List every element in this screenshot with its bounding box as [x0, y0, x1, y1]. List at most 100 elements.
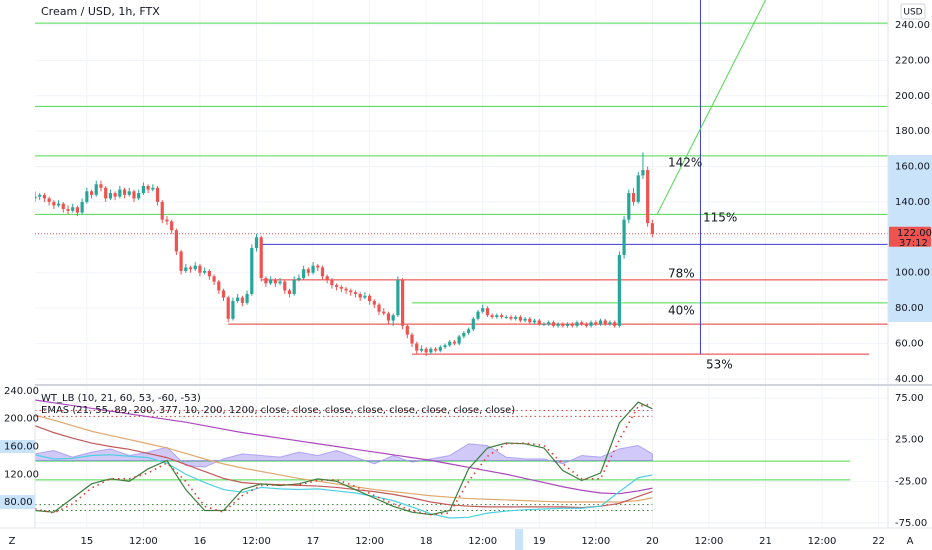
x-tick-label: 17 [307, 536, 320, 547]
main-pane [35, 0, 888, 356]
candle-body [221, 290, 226, 298]
candle-body [589, 322, 593, 326]
annotation: 78% [668, 267, 695, 281]
candle-body [650, 223, 654, 234]
candle-body [382, 311, 386, 314]
y-tick-label: 240.00 [895, 20, 930, 31]
candle-body [476, 311, 480, 319]
candle-body [580, 322, 584, 325]
x-tick-label: 12:00 [242, 536, 271, 547]
candle-body [245, 293, 249, 303]
x-tick-label: 12:00 [129, 536, 158, 547]
indicator-line [34, 425, 653, 509]
candle-body [198, 265, 202, 273]
candle-body [207, 270, 211, 277]
y-tick-label: 200.00 [4, 414, 39, 425]
candle-body [481, 308, 485, 312]
annotation: 40% [668, 304, 695, 318]
currency-box[interactable] [900, 3, 926, 20]
y-tick-label: 120.00 [4, 469, 39, 480]
candle-body [122, 189, 127, 195]
candle-body [174, 230, 178, 252]
candle-body [617, 255, 621, 326]
y2-tick-label: 25.00 [895, 435, 924, 446]
candle-body [283, 281, 287, 291]
x-tick-label: 16 [194, 536, 207, 547]
y2-tick-label: 75.00 [895, 393, 924, 404]
candle-body [306, 269, 310, 273]
candle-body [254, 237, 259, 248]
candle-body [47, 198, 51, 202]
candle-body [400, 279, 405, 326]
candle-body [415, 343, 419, 351]
candle-body [184, 267, 188, 271]
candle-body [551, 322, 555, 326]
candle-body [325, 276, 329, 280]
x-tick-label: 12:00 [695, 536, 724, 547]
candle-body [226, 297, 230, 319]
candle-body [353, 292, 358, 294]
last-price-box [889, 226, 931, 247]
candle-body [75, 207, 80, 213]
candle-body [132, 191, 136, 199]
candle-body [94, 184, 98, 195]
candle-body [452, 341, 457, 344]
y-tick-label: 40.00 [895, 374, 924, 385]
candle-body [61, 203, 65, 210]
candle-body [438, 347, 442, 351]
candle-body [561, 324, 565, 326]
chart-title: Cream / USD, 1h, FTX [41, 5, 160, 18]
annotation: 115% [703, 211, 737, 225]
candle-body [462, 332, 466, 337]
annotation: 53% [706, 358, 733, 372]
candle-body [193, 265, 197, 270]
candle-body [113, 193, 117, 197]
candle-body [556, 324, 560, 326]
candle-body [160, 201, 164, 220]
candle-body [330, 279, 334, 286]
currency-label[interactable]: USD [903, 8, 922, 18]
candle-body [273, 279, 277, 284]
candle-body [410, 334, 414, 344]
candle-body [38, 194, 42, 197]
timezone-button[interactable]: Z [9, 536, 16, 547]
x-tick-label: 21 [759, 536, 772, 547]
y-tick-label: 60.00 [895, 339, 924, 350]
candle-body [490, 315, 494, 317]
candle-body [316, 265, 320, 268]
candle-body [269, 279, 273, 284]
grid [35, 0, 888, 528]
x-tick-label: 12:00 [808, 536, 837, 547]
candle-body [646, 170, 650, 224]
indicator-line [34, 454, 653, 519]
candle-body [363, 295, 367, 298]
candle-body [636, 175, 640, 202]
y-tick-label: 160.00 [895, 162, 930, 173]
candle-body [137, 193, 141, 199]
candle-body [594, 322, 598, 325]
candle-body [523, 318, 527, 321]
candle-body [584, 324, 588, 326]
candle-body [311, 265, 315, 273]
candle-body [443, 345, 447, 348]
countdown-label: 37:12 [899, 238, 928, 249]
candle-body [358, 293, 362, 298]
x-tick-label: 20 [646, 536, 659, 547]
candle-body [565, 324, 570, 326]
last-price-label: 122.00 [897, 228, 932, 239]
candle-body [188, 267, 193, 270]
candle-body [104, 187, 108, 199]
candle-body [504, 316, 508, 318]
y-tick-label: 220.00 [895, 55, 930, 66]
candle-body [537, 320, 541, 325]
auto-scale-button[interactable]: A [907, 536, 914, 547]
candle-body [118, 189, 122, 197]
scale-highlight [0, 495, 35, 509]
candle-body [320, 267, 325, 277]
candle-body [631, 193, 636, 202]
candle-body [377, 304, 381, 312]
indicator-legend: EMAS (21, 55, 89, 200, 377, 10, 200, 120… [41, 405, 515, 416]
plot [34, 0, 888, 519]
